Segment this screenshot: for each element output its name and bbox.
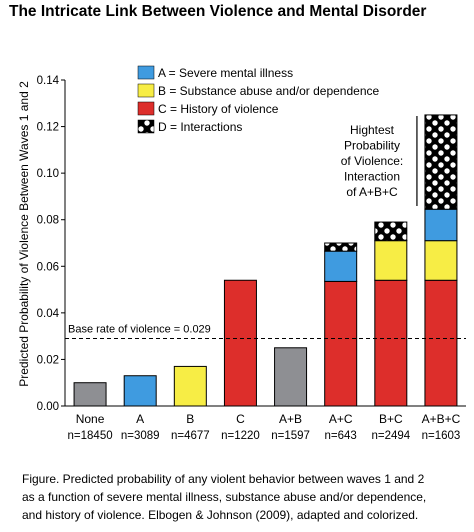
bar-segment-baseline — [274, 347, 308, 407]
x-axis: None n=18450 An=3089 Bn=4677 Cn=1220 A+B n=159… — [68, 412, 461, 442]
bar-segment-b — [173, 365, 207, 407]
bar-segment-d — [374, 221, 408, 242]
y-tick-label: 0.14 — [37, 75, 60, 87]
annotation-text: of A+B+C — [346, 185, 398, 199]
x-tick-label: None — [76, 412, 105, 426]
x-tick-label: C — [236, 412, 245, 426]
legend-label: C = History of violence — [158, 102, 279, 116]
bar-segment-a — [123, 375, 157, 407]
x-tick-label: B — [186, 412, 194, 426]
legend-swatch-b — [137, 83, 155, 98]
x-tick-label: A+B — [279, 412, 302, 426]
bar-chart: Predicted Probability of Violence Betwee… — [17, 65, 466, 442]
bar-segment-a — [324, 250, 358, 282]
y-tick-label: 0.04 — [37, 308, 60, 320]
y-tick-label: 0.06 — [37, 261, 59, 273]
chart-title: The Intricate Link Between Violence and … — [9, 3, 427, 20]
bar-segment-d — [324, 242, 358, 252]
sample-size-label: n=643 — [325, 430, 357, 442]
x-tick-label: A — [136, 412, 144, 426]
sample-size-label: n=1597 — [271, 430, 310, 442]
legend: A = Severe mental illness B = Substance a… — [137, 65, 380, 134]
caption-line: as a function of severe mental illness, … — [22, 490, 427, 504]
y-tick-label: 0.02 — [37, 354, 59, 366]
annotation-text: Probability — [344, 139, 400, 153]
legend-swatch-c — [137, 101, 155, 116]
y-tick-label: 0.08 — [37, 215, 59, 227]
legend-swatch-d — [137, 119, 155, 134]
legend-label: B = Substance abuse and/or dependence — [158, 84, 380, 98]
figure-caption: Figure. Predicted probability of any vio… — [22, 470, 468, 524]
sample-size-label: n=4677 — [171, 430, 210, 442]
y-tick-label: 0.00 — [37, 401, 59, 413]
y-axis-label: Predicted Probability of Violence Betwee… — [17, 81, 31, 387]
legend-label: A = Severe mental illness — [158, 66, 293, 80]
annotation-text: Interaction — [344, 170, 400, 184]
sample-size-label: n=1220 — [221, 430, 260, 442]
x-tick-label: B+C — [379, 412, 403, 426]
bar-segment-c — [223, 279, 257, 407]
y-tick-label: 0.10 — [37, 168, 59, 180]
bar-segment-d — [424, 114, 458, 210]
sample-size-label: n=1603 — [422, 430, 461, 442]
sample-size-label: n=3089 — [121, 430, 160, 442]
annotation-text: Hightest — [350, 123, 395, 137]
sample-size-label: n=18450 — [68, 430, 113, 442]
legend-label: D = Interactions — [158, 120, 242, 134]
bar-segment-b — [374, 240, 408, 281]
x-tick-label: A+C — [329, 412, 353, 426]
bar-segment-baseline — [73, 382, 107, 407]
sample-size-label: n=2494 — [371, 430, 410, 442]
base-rate-reference: Base rate of violence = 0.029 — [65, 323, 466, 339]
base-rate-label: Base rate of violence = 0.029 — [68, 323, 211, 335]
bars — [73, 114, 458, 407]
bar-segment-c — [424, 279, 458, 407]
y-tick-label: 0.12 — [37, 122, 59, 134]
x-tick-label: A+B+C — [422, 412, 461, 426]
legend-swatch-a — [137, 65, 155, 80]
caption-line: and history of violence. Elbogen & Johns… — [22, 508, 419, 522]
y-axis: 0.00 0.02 0.04 0.06 0.08 0.10 0.12 0.14 — [37, 75, 466, 413]
caption-line: Figure. Predicted probability of any vio… — [22, 472, 425, 486]
bar-segment-c — [374, 279, 408, 407]
bar-segment-b — [424, 240, 458, 281]
bar-segment-c — [324, 280, 358, 407]
annotation-text: of Violence: — [341, 154, 404, 168]
bar-segment-a — [424, 208, 458, 242]
